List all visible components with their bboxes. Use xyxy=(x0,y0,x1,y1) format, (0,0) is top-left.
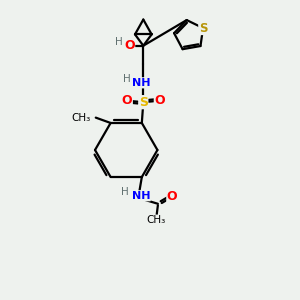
Text: H: H xyxy=(115,37,122,47)
Text: H: H xyxy=(121,187,129,196)
Text: O: O xyxy=(167,190,178,203)
Text: S: S xyxy=(139,96,148,109)
Text: O: O xyxy=(122,94,132,107)
Text: H: H xyxy=(123,74,131,84)
Text: NH: NH xyxy=(132,191,150,201)
Text: CH₃: CH₃ xyxy=(147,215,166,225)
Text: O: O xyxy=(154,94,165,107)
Text: NH: NH xyxy=(132,78,150,88)
Text: CH₃: CH₃ xyxy=(71,112,91,123)
Text: S: S xyxy=(199,22,207,34)
Text: O: O xyxy=(124,39,135,52)
